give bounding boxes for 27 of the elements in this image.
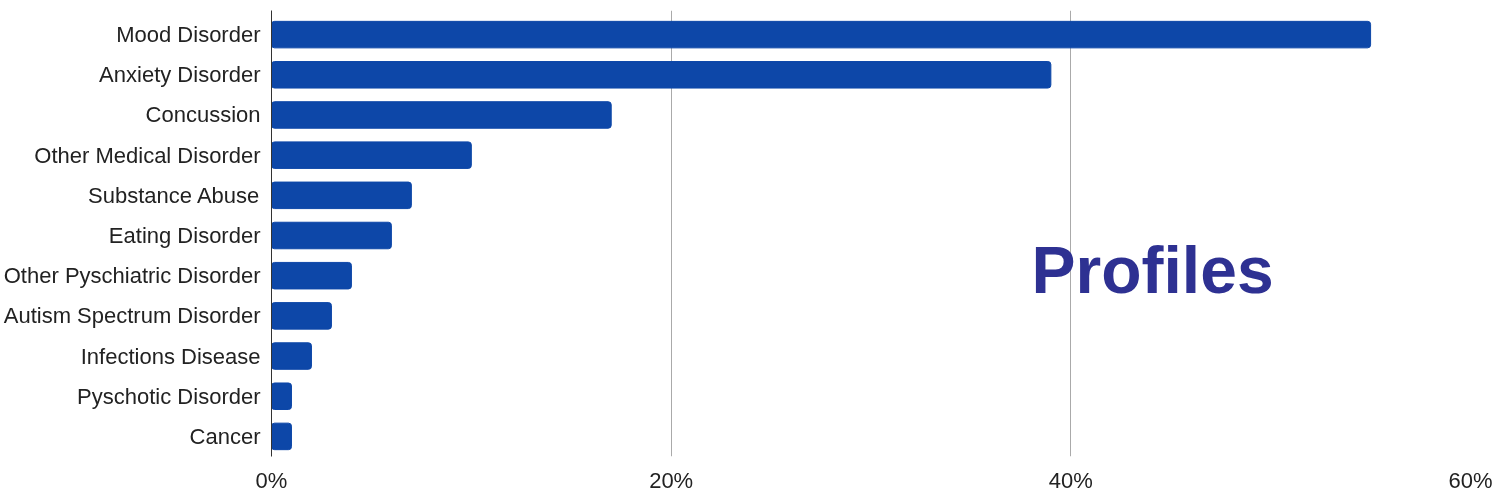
bar [271, 141, 472, 169]
y-tick-label: Other Pyschiatric Disorder [3, 263, 261, 289]
bar [271, 342, 312, 370]
bar [271, 61, 1052, 89]
y-tick-label: Autism Spectrum Disorder [3, 303, 261, 329]
annotation: Profiles [1031, 232, 1274, 307]
x-tick-label: 0% [255, 467, 288, 493]
y-tick-label: Pyschotic Disorder [77, 383, 261, 409]
y-tick-label: Concussion [145, 102, 261, 128]
y-tick-label: Substance Abuse [88, 182, 260, 208]
x-tick-label: 20% [649, 467, 694, 493]
y-tick-label: Eating Disorder [108, 223, 261, 249]
y-tick-label: Infections Disease [80, 343, 261, 369]
y-tick-label: Anxiety Disorder [99, 62, 261, 88]
bar [271, 221, 392, 250]
y-tick-label: Mood Disorder [116, 22, 261, 48]
bar [271, 101, 612, 129]
bar [271, 181, 412, 210]
y-tick-label: Other Medical Disorder [34, 142, 261, 168]
bar [271, 302, 332, 330]
bar [271, 261, 352, 290]
y-tick-label: Cancer [189, 423, 261, 449]
bar [271, 20, 1372, 49]
bar [271, 382, 292, 410]
bar [271, 422, 292, 451]
x-tick-label: 60% [1448, 467, 1493, 493]
x-tick-label: 40% [1048, 467, 1093, 493]
